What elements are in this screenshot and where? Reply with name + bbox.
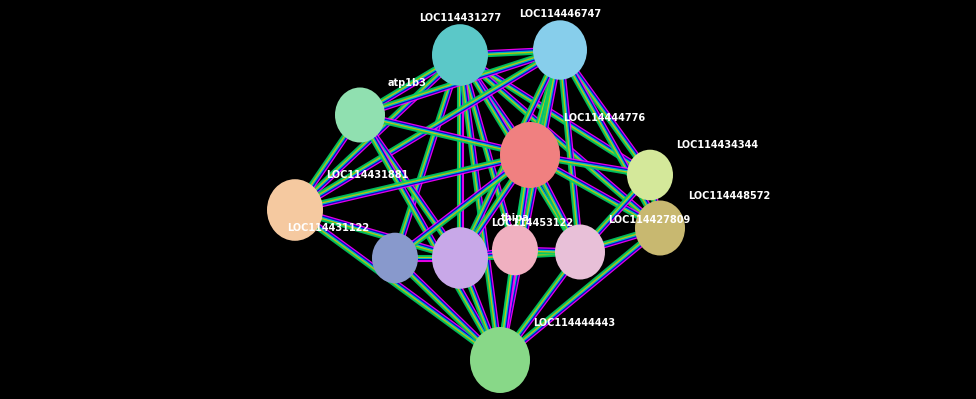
Ellipse shape: [635, 201, 685, 255]
Ellipse shape: [432, 227, 488, 289]
Text: LOC114427809: LOC114427809: [608, 215, 690, 225]
Ellipse shape: [627, 150, 673, 200]
Text: LOC114444776: LOC114444776: [563, 113, 645, 123]
Ellipse shape: [533, 20, 587, 80]
Ellipse shape: [500, 122, 560, 188]
Ellipse shape: [492, 225, 538, 275]
Ellipse shape: [335, 87, 385, 142]
Text: LOC114434344: LOC114434344: [676, 140, 758, 150]
Ellipse shape: [432, 24, 488, 86]
Text: thipa: thipa: [501, 213, 529, 223]
Text: LOC114431277: LOC114431277: [419, 13, 501, 23]
Text: LOC114431122: LOC114431122: [287, 223, 369, 233]
Ellipse shape: [470, 327, 530, 393]
Text: LOC114431881: LOC114431881: [326, 170, 408, 180]
Ellipse shape: [555, 225, 605, 280]
Text: atp1b3: atp1b3: [388, 78, 427, 88]
Text: LOC114444443: LOC114444443: [533, 318, 615, 328]
Text: LOC114448572: LOC114448572: [688, 191, 770, 201]
Text: LOC114446747: LOC114446747: [519, 9, 601, 19]
Ellipse shape: [372, 233, 418, 283]
Ellipse shape: [267, 179, 323, 241]
Text: LOC114453122: LOC114453122: [491, 218, 573, 228]
